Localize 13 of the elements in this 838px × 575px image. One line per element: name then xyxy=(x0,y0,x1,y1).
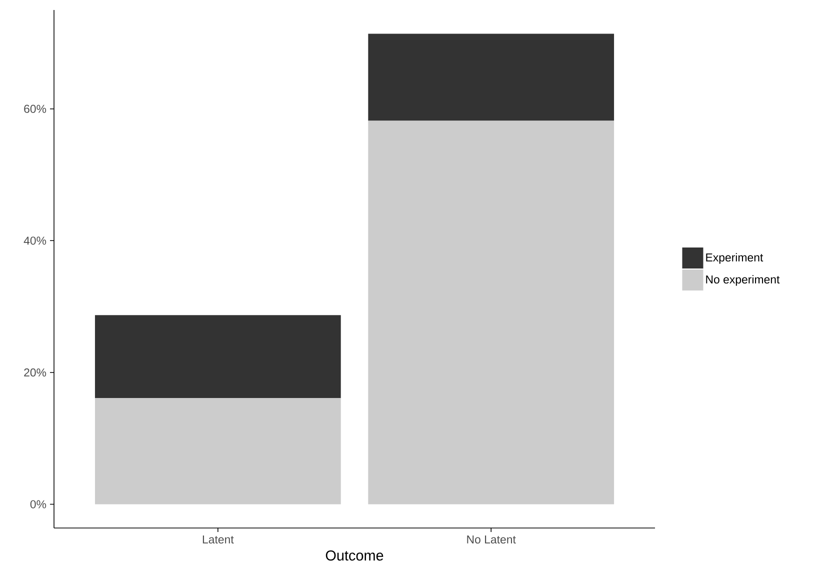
bar xyxy=(368,34,614,121)
bar xyxy=(94,315,341,398)
legend-label: No experiment xyxy=(706,275,780,286)
y-tick-label: 40% xyxy=(24,236,46,245)
bar xyxy=(94,398,341,504)
x-tick-label: No Latent xyxy=(467,536,516,544)
y-tick-label: 20% xyxy=(24,368,46,377)
bar xyxy=(368,120,614,504)
x-axis-title: Outcome xyxy=(326,550,384,561)
y-tick-label: 0% xyxy=(30,500,46,508)
legend-label: Experiment xyxy=(706,253,764,264)
x-tick-label: Latent xyxy=(202,536,234,544)
y-tick-label: 60% xyxy=(24,104,46,113)
